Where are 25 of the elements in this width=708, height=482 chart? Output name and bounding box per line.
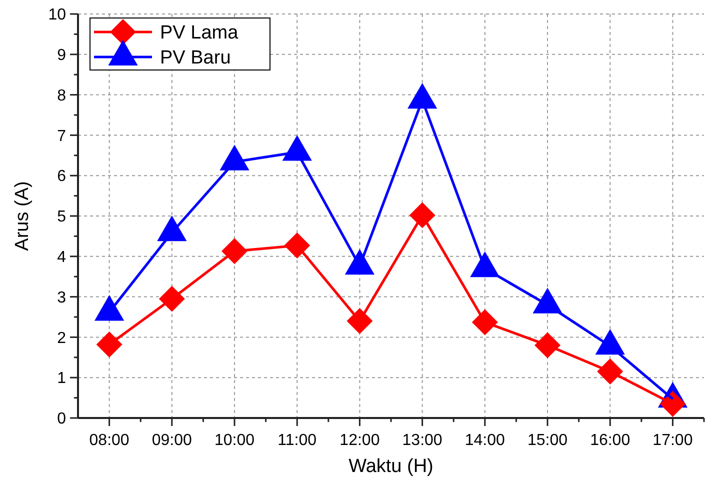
y-axis-title: Arus (A): [12, 181, 33, 251]
x-tick-label: 13:00: [402, 432, 442, 449]
x-tick-label: 12:00: [340, 432, 380, 449]
x-tick-label: 10:00: [214, 432, 255, 449]
y-tick-label: 10: [48, 6, 66, 24]
x-tick-label: 14:00: [464, 432, 506, 449]
x-tick-label: 09:00: [152, 432, 192, 449]
y-tick-label: 4: [57, 249, 66, 266]
legend-label: PV Lama: [160, 22, 239, 44]
x-tick-label: 08:00: [89, 432, 130, 449]
y-tick-label: 1: [57, 370, 66, 388]
y-tick-label: 3: [57, 289, 66, 306]
y-tick-label: 5: [57, 208, 66, 226]
y-tick-label: 7: [57, 128, 66, 145]
y-tick-label: 9: [57, 47, 66, 64]
y-tick-label: 8: [57, 87, 66, 104]
x-tick-label: 15:00: [527, 432, 568, 449]
x-tick-label: 11:00: [278, 432, 317, 449]
legend-label: PV Baru: [160, 48, 231, 69]
x-tick-label: 16:00: [590, 432, 630, 449]
x-tick-label: 17:00: [652, 432, 693, 449]
y-tick-label: 0: [57, 410, 66, 428]
y-tick-label: 2: [57, 330, 66, 347]
x-axis-title: Waktu (H): [348, 456, 434, 477]
y-tick-label: 6: [57, 168, 66, 186]
